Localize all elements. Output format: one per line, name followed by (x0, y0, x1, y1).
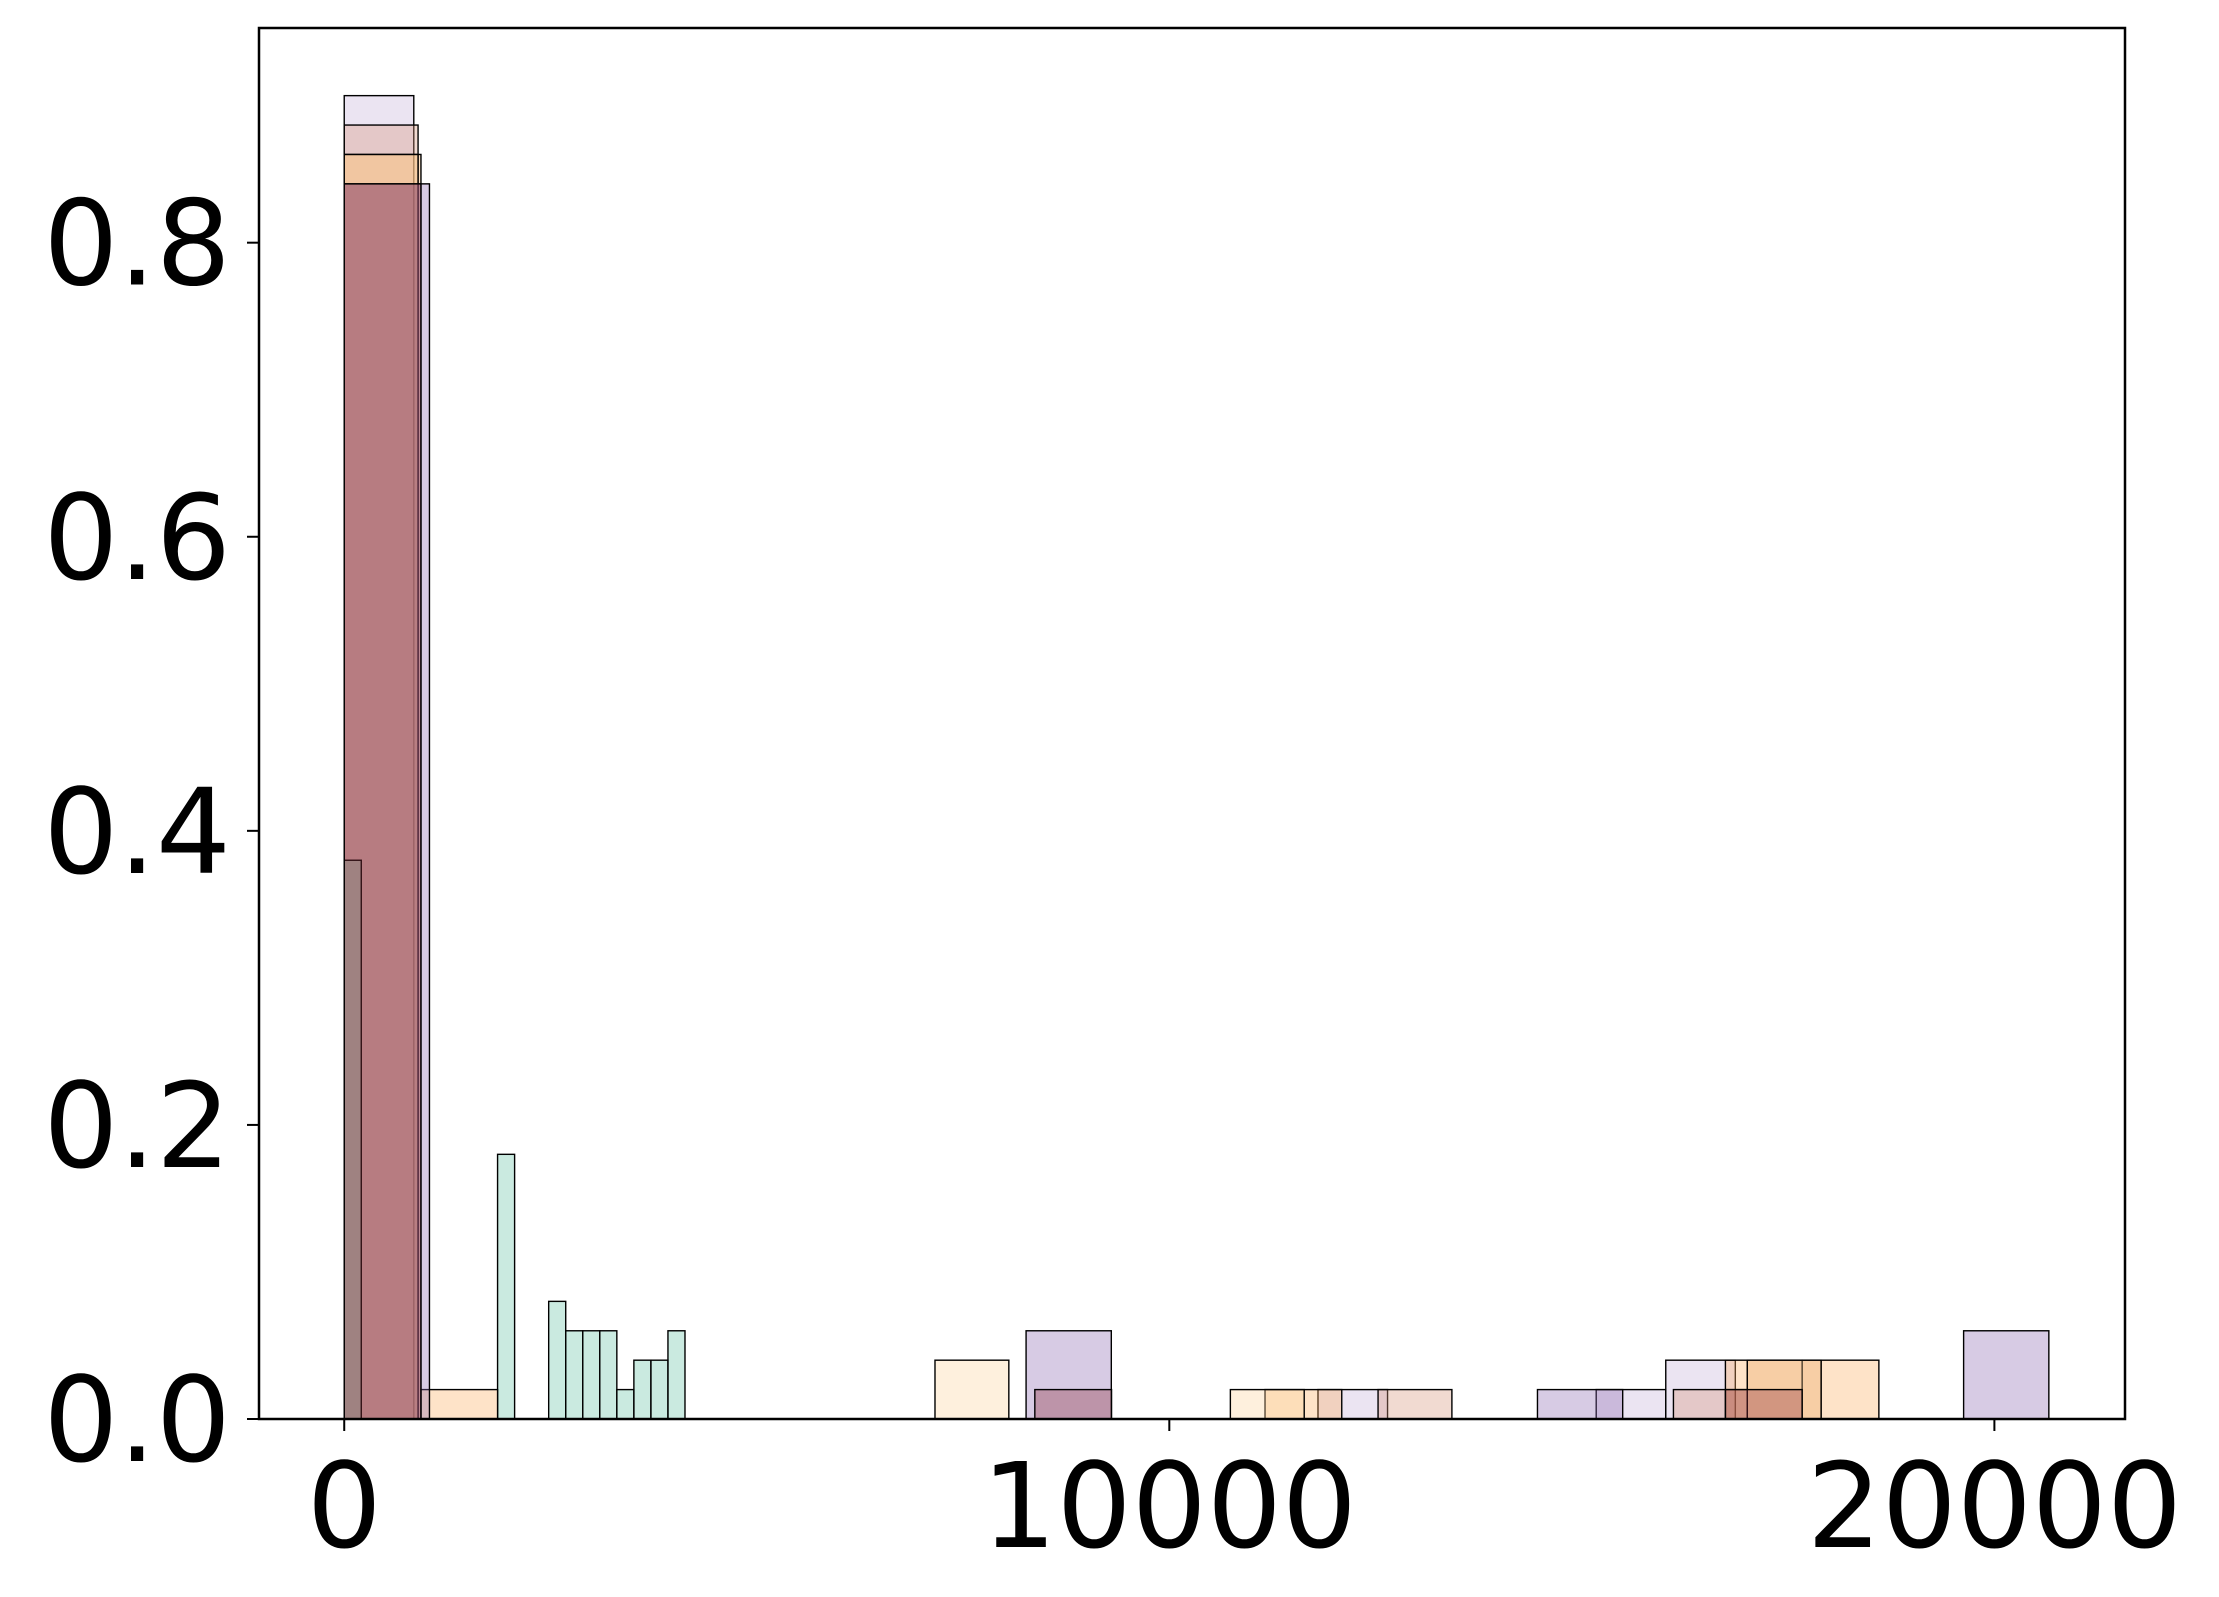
bar (616, 1388, 635, 1420)
x-tick-label: 10000 (982, 1437, 1357, 1575)
bar (496, 1153, 516, 1420)
bar (420, 1388, 499, 1420)
y-tick-label: 0.0 (43, 1351, 231, 1489)
bar (934, 1359, 1010, 1420)
plot-area (343, 94, 2050, 1420)
bar (565, 1330, 584, 1420)
bar (547, 1300, 567, 1420)
bar (1672, 1388, 1748, 1420)
y-tick-label: 0.2 (43, 1057, 231, 1195)
x-tick-label: 0 (307, 1437, 382, 1575)
bar (1536, 1388, 1624, 1420)
bar (1377, 1388, 1453, 1420)
bar (582, 1330, 601, 1420)
bar (599, 1330, 618, 1420)
bar (1962, 1330, 2050, 1420)
bar (1034, 1388, 1113, 1420)
axes-frame (257, 26, 2127, 1421)
x-tick-label: 20000 (1807, 1437, 2182, 1575)
y-tick-label: 0.6 (43, 469, 231, 607)
bar (1724, 1388, 1803, 1420)
bar (343, 153, 422, 1420)
bar (667, 1330, 686, 1420)
bar (633, 1359, 652, 1420)
bar (343, 153, 419, 1420)
bar (650, 1359, 669, 1420)
y-tick-label: 0.8 (43, 175, 231, 313)
bar (1229, 1388, 1305, 1420)
bar (343, 94, 415, 1420)
bar (1801, 1359, 1880, 1420)
y-tick-label: 0.4 (43, 763, 231, 901)
bar (343, 124, 419, 1420)
bar (343, 183, 422, 1420)
